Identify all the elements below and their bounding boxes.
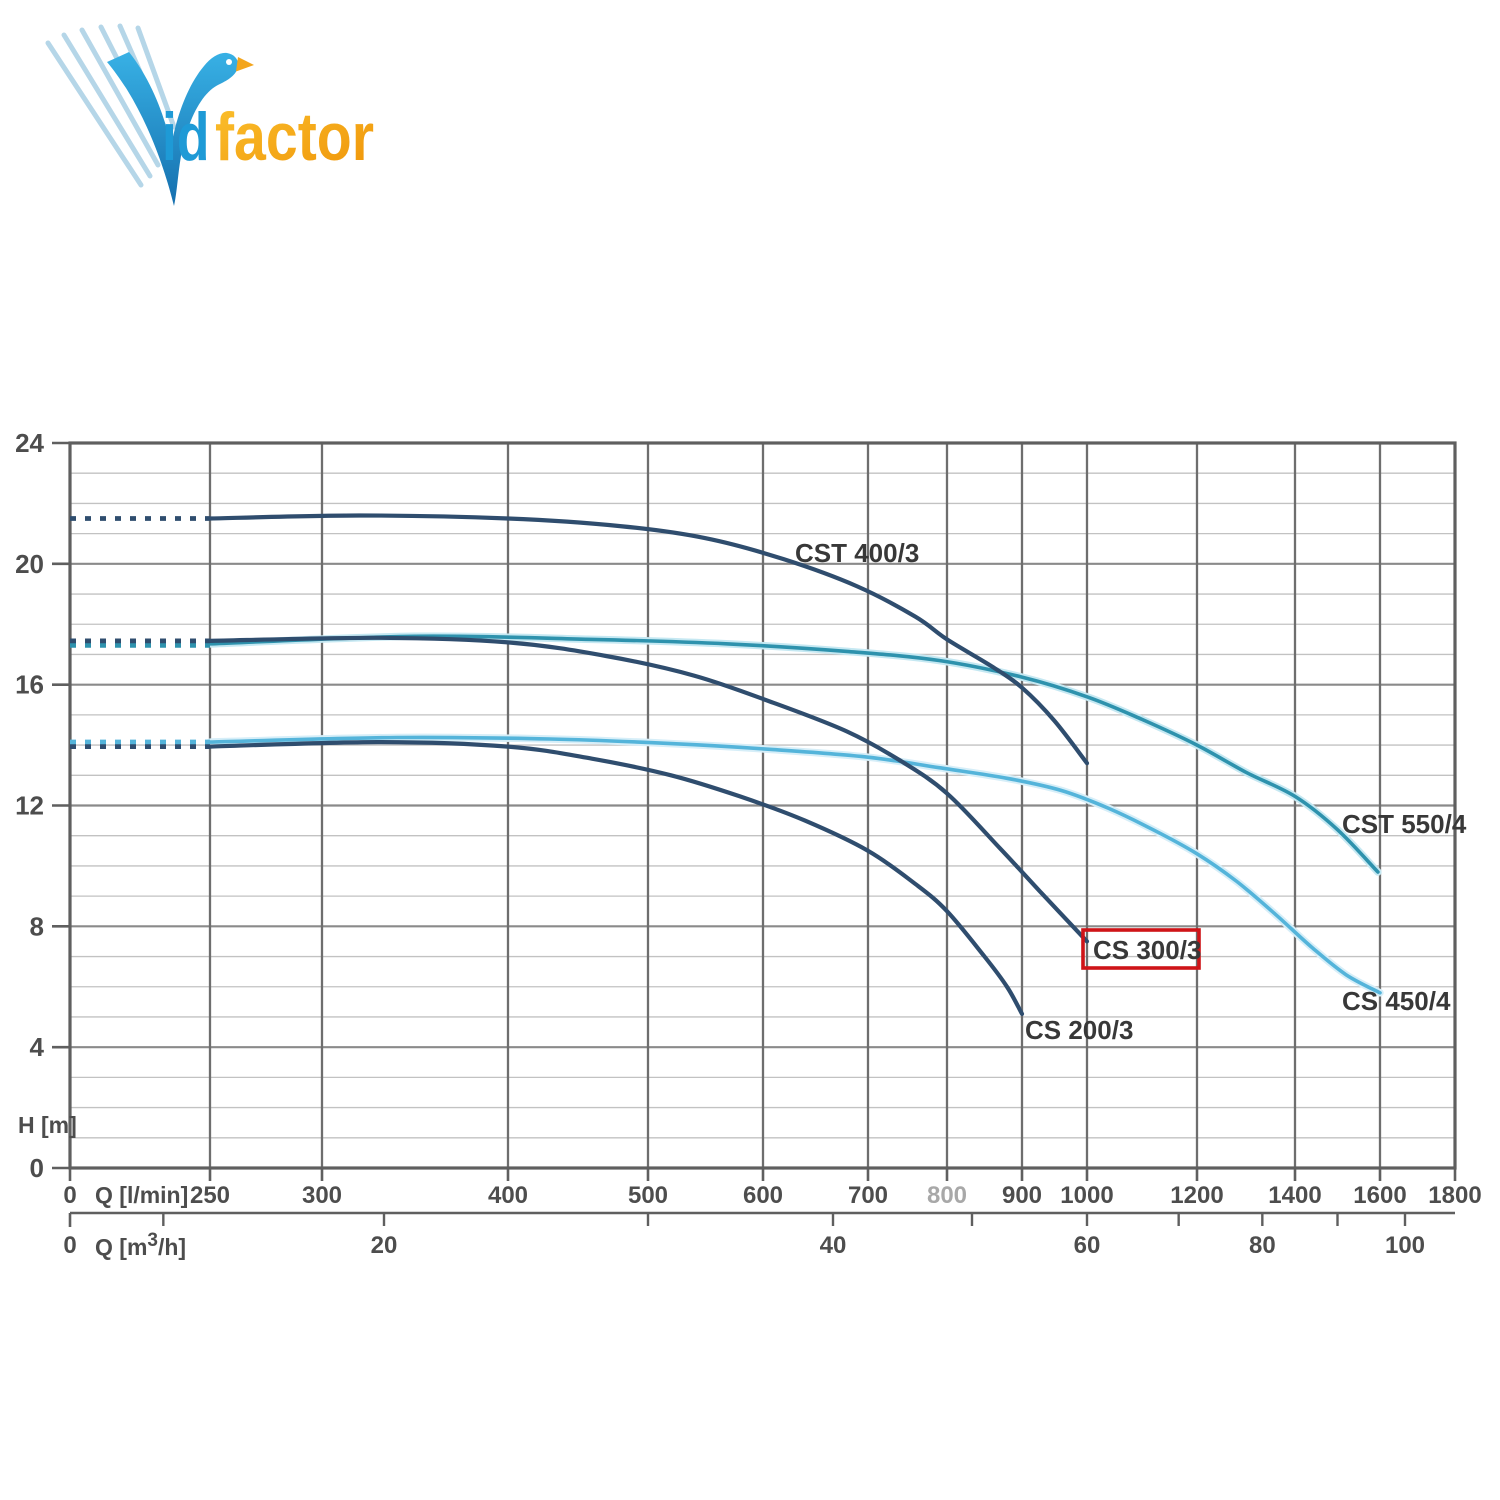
y-tick-label: 16 [15, 670, 44, 700]
beak-icon [236, 57, 254, 72]
x2-tick-label: 20 [371, 1232, 398, 1259]
bird-eye [226, 59, 232, 65]
x-tick-label: 800 [927, 1182, 967, 1209]
x2-tick-label: 60 [1074, 1232, 1101, 1259]
x-tick-label: 600 [743, 1182, 783, 1209]
x-tick-label: 700 [848, 1182, 888, 1209]
vidfactor-logo: id factor [45, 23, 374, 206]
curve-label-cst-550-4: CST 550/4 [1342, 809, 1467, 839]
logo-text-factor: factor [215, 100, 374, 175]
logo-text-id: id [162, 100, 210, 175]
x-tick-label: 0 [63, 1182, 76, 1209]
y-tick-label: 0 [30, 1153, 44, 1183]
x-tick-label: 400 [488, 1182, 528, 1209]
curve-cst-550-4 [70, 632, 1382, 876]
x-tick-label: 1600 [1353, 1182, 1406, 1209]
curve-label-cs-300-3: CS 300/3 [1093, 935, 1201, 965]
x2-tick-label: 80 [1249, 1232, 1276, 1259]
y-axis: 0 4 8 12 16 20 24 H [m] [15, 428, 77, 1183]
curve-labels: CST 400/3 CST 550/4 CS 300/3 CS 450/4 CS 200… [795, 538, 1467, 1045]
x-tick-label: 1000 [1060, 1182, 1113, 1209]
bird-icon [45, 23, 254, 206]
x-tick-label: 900 [1002, 1182, 1042, 1209]
curve-cs-450-4 [70, 733, 1384, 997]
x2-tick-label: 100 [1385, 1232, 1425, 1259]
highlight-box [1081, 928, 1201, 970]
curve-cs-200-3 [70, 739, 1025, 1016]
curve-cst-400-3 [70, 513, 1090, 766]
curve-label-cst-400-3: CST 400/3 [795, 538, 919, 568]
x-tick-label: 250 [190, 1182, 230, 1209]
curve-label-cs-200-3: CS 200/3 [1025, 1015, 1133, 1045]
x-axis-title-lmin: Q [l/min] [95, 1182, 188, 1208]
y-tick-label: 8 [30, 911, 44, 941]
x-tick-label: 500 [628, 1182, 668, 1209]
x2-origin-label: 0 [63, 1232, 76, 1259]
x-axis-m3h: 20 40 60 80 100 0 Q [m3/h] [63, 1211, 1455, 1260]
x-tick-label: 1400 [1268, 1182, 1321, 1209]
x-tick-label: 1200 [1170, 1182, 1223, 1209]
y-tick-label: 20 [15, 549, 44, 579]
y-axis-title: H [m] [18, 1112, 77, 1138]
curve-cs-300-3 [70, 635, 1090, 944]
x-tick-label: 1800 [1428, 1182, 1481, 1209]
x2-tick-label: 40 [820, 1232, 847, 1259]
x-tick-label: 300 [302, 1182, 342, 1209]
x-axis-title-m3h: Q [m3/h] [95, 1230, 186, 1260]
x-axis-lmin: 0 250 300 400 500 600 700 800 900 1000 1200 1400 160… [63, 1168, 1482, 1209]
y-tick-label: 4 [30, 1032, 45, 1062]
curve-label-cs-450-4: CS 450/4 [1342, 986, 1451, 1016]
y-tick-label: 24 [15, 428, 44, 458]
y-tick-label: 12 [15, 791, 44, 821]
